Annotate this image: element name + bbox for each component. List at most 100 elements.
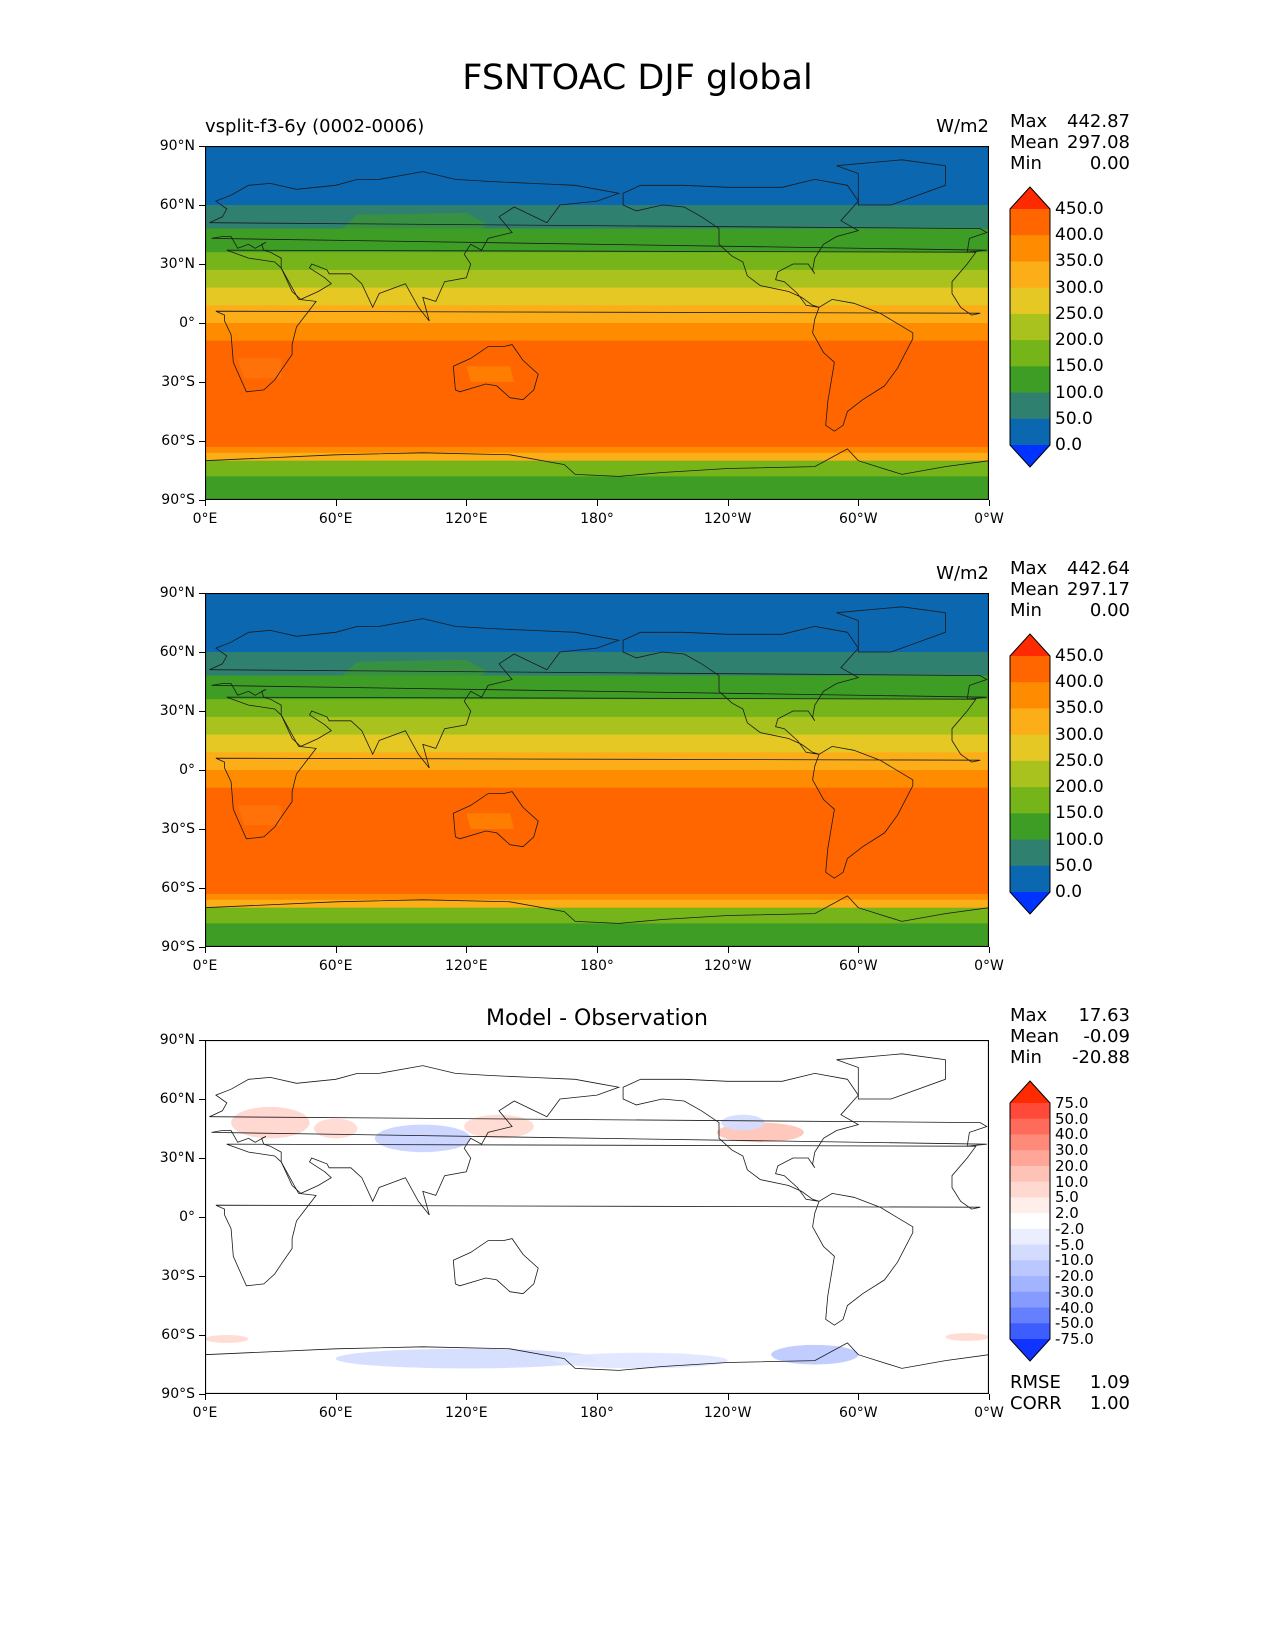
band-8 [205, 752, 989, 771]
colorbar-label: 50.0 [1055, 408, 1093, 429]
band-8 [205, 305, 989, 324]
lat-tick-mark [199, 711, 205, 712]
stat-min-label: Min [1010, 153, 1042, 174]
lat-tick-mark [199, 1276, 205, 1277]
lat-tick-label: 60°N [159, 1091, 195, 1107]
lon-tick-mark [205, 1394, 206, 1400]
band-3 [205, 652, 989, 677]
lon-tick-label: 120°W [703, 1405, 752, 1421]
map-panel-1: vsplit-f3-6y (0002-0006) W/m2 Max 442.87 Mea… [0, 0, 1275, 527]
lat-tick-label: 90°N [159, 138, 195, 154]
lat-tick-mark [199, 652, 205, 653]
lon-tick-label: 0°E [192, 958, 218, 974]
lat-tick-mark [199, 1099, 205, 1100]
lat-tick-mark [199, 146, 205, 147]
colorbar-label: 40.0 [1055, 1125, 1089, 1144]
lon-tick-mark [335, 500, 337, 506]
band-0 [205, 146, 989, 159]
colorbar-label: 5.0 [1055, 1188, 1079, 1207]
lon-tick-mark [205, 500, 206, 506]
lat-tick-mark [199, 829, 205, 830]
colorbar-label: 75.0 [1055, 1094, 1089, 1112]
lon-tick-label: 0°W [974, 511, 1004, 527]
lon-tick-mark [858, 947, 860, 953]
band-1 [205, 157, 989, 176]
stat-corr-label: CORR [1010, 1393, 1062, 1414]
map-plot-1 [205, 146, 989, 500]
band-15 [205, 476, 989, 500]
lon-tick-mark [205, 947, 206, 953]
lat-tick-label: 60°N [159, 644, 195, 660]
lon-tick-label: 0°W [974, 958, 1004, 974]
stat-mean-value: 297.17 [1067, 579, 1130, 600]
band-6 [205, 269, 989, 289]
lon-tick-mark [466, 947, 468, 953]
band-9 [205, 770, 989, 789]
lat-tick-label: 0° [179, 1209, 195, 1225]
colorbar-label: -20.0 [1055, 1267, 1094, 1286]
lat-tick-mark [199, 770, 205, 771]
lon-tick-mark [989, 947, 990, 953]
colorbar-label: 0.0 [1055, 435, 1083, 455]
lat-tick-mark [199, 264, 205, 265]
band-6 [205, 716, 989, 736]
band-13 [205, 899, 989, 909]
lat-tick-mark [199, 205, 205, 206]
band-4 [205, 675, 989, 700]
colorbar-label: -5.0 [1055, 1235, 1085, 1254]
lon-tick-label: 60°W [838, 511, 878, 527]
colorbar-label: 10.0 [1055, 1172, 1089, 1191]
colorbar-label: 350.0 [1055, 698, 1104, 719]
lat-tick-label: 90°S [161, 939, 195, 955]
lon-tick-label: 120°W [703, 958, 752, 974]
lat-tick-label: 60°N [159, 197, 195, 213]
stat-corr-value: 1.00 [1089, 1393, 1130, 1414]
lat-tick-label: 90°N [159, 1032, 195, 1048]
lon-tick-mark [727, 947, 729, 953]
band-14 [205, 460, 989, 477]
band-5 [205, 699, 989, 718]
lat-tick-label: 30°N [159, 256, 195, 272]
lat-tick-label: 60°S [161, 1327, 195, 1343]
colorbar-label: 400.0 [1055, 672, 1104, 693]
lat-tick-mark [199, 593, 205, 594]
map-plot-2 [205, 593, 989, 947]
lat-tick-label: 60°S [161, 433, 195, 449]
stat-max-label: Max [1010, 1005, 1048, 1026]
colorbar-label: 250.0 [1055, 303, 1104, 324]
colorbar-2 [1009, 633, 1051, 915]
band-7 [205, 287, 989, 306]
map-panel-3: Model - Observation Max 17.63 Mean -0.09 Min -… [0, 0, 1275, 1421]
colorbar-label: 50.0 [1055, 855, 1093, 876]
map-plot-3 [205, 1040, 989, 1394]
lon-tick-label: 60°W [838, 1405, 878, 1421]
lat-tick-mark [199, 888, 205, 889]
lon-tick-mark [597, 500, 598, 506]
stat-min-value: 0.00 [1089, 153, 1130, 174]
lon-tick-mark [858, 500, 860, 506]
lon-tick-label: 0°W [974, 1405, 1004, 1421]
stat-mean-label: Mean [1010, 132, 1060, 153]
colorbar-label: 100.0 [1055, 829, 1104, 850]
band-14 [205, 907, 989, 924]
lon-tick-label: 60°E [318, 1405, 353, 1421]
lon-tick-label: 60°E [318, 958, 353, 974]
lon-tick-mark [597, 1394, 598, 1400]
page-title: FSNTOAC DJF global [462, 58, 813, 98]
lat-tick-label: 90°S [161, 1386, 195, 1402]
colorbar-label: 200.0 [1055, 330, 1104, 351]
band-12 [205, 446, 989, 454]
lat-tick-mark [199, 382, 205, 383]
lon-tick-mark [727, 500, 729, 506]
stat-max-value: 442.64 [1067, 558, 1130, 579]
stat-rmse-value: 1.09 [1089, 1372, 1130, 1393]
band-11 [205, 435, 989, 448]
lat-tick-label: 90°S [161, 492, 195, 508]
colorbar-label: 50.0 [1055, 1109, 1089, 1128]
colorbar-label: 20.0 [1055, 1156, 1089, 1175]
lon-tick-mark [335, 947, 337, 953]
band-5 [205, 252, 989, 271]
band-12 [205, 893, 989, 901]
colorbar-label: 0.0 [1055, 882, 1083, 902]
lat-tick-label: 30°N [159, 1150, 195, 1166]
